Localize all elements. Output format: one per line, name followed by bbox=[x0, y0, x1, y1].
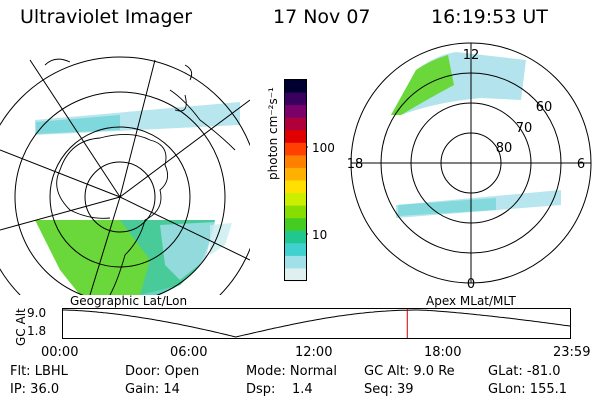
mlat-label-70: 70 bbox=[516, 121, 533, 136]
colorbar-segment bbox=[285, 218, 306, 232]
info-glat: GLat: -81.0 bbox=[488, 364, 561, 379]
info-filter: Flt: LBHL bbox=[10, 364, 68, 379]
aurora-image-right bbox=[391, 52, 561, 218]
colorbar-segment bbox=[285, 130, 306, 144]
colorbar-segment bbox=[285, 193, 306, 207]
instrument-title: Ultraviolet Imager bbox=[20, 6, 193, 28]
timeline-axis-label: GC Alt bbox=[14, 308, 28, 346]
info-mode: Mode: Normal bbox=[246, 364, 337, 379]
geographic-caption: Geographic Lat/Lon bbox=[70, 294, 188, 308]
colorbar-segment bbox=[285, 255, 306, 269]
colorbar-tick-100: 100 bbox=[312, 141, 335, 155]
colorbar-segment bbox=[285, 105, 306, 119]
mlat-label-80: 80 bbox=[496, 141, 513, 156]
mlt-label-18: 18 bbox=[347, 157, 364, 172]
colorbar-segment bbox=[285, 167, 306, 181]
colorbar-segment bbox=[285, 117, 306, 131]
colorbar-segment bbox=[285, 243, 306, 257]
colorbar-segment bbox=[285, 92, 306, 106]
info-seq: Seq: 39 bbox=[364, 382, 414, 397]
colorbar bbox=[284, 79, 308, 282]
timeline-xtick-1200: 12:00 bbox=[295, 345, 333, 360]
colorbar-segment bbox=[285, 180, 306, 194]
altitude-timeline bbox=[62, 308, 572, 339]
magnetic-polar-map: 12 18 6 0 60 70 80 bbox=[347, 42, 592, 292]
date-label: 17 Nov 07 bbox=[273, 6, 371, 28]
info-glon: GLon: 155.1 bbox=[488, 382, 568, 397]
time-label: 16:19:53 UT bbox=[431, 6, 548, 28]
colorbar-unit-label: photon cm⁻²s⁻¹ bbox=[266, 87, 280, 180]
timeline-ytick-1_8: 1.8 bbox=[27, 324, 47, 338]
timeline-xtick-0000: 00:00 bbox=[41, 345, 79, 360]
mlt-label-6: 6 bbox=[577, 157, 585, 172]
colorbar-tick-10: 10 bbox=[312, 228, 328, 242]
info-ip: IP: 36.0 bbox=[10, 382, 60, 397]
colorbar-segment bbox=[285, 80, 306, 94]
timeline-xtick-2359: 23:59 bbox=[553, 345, 591, 360]
colorbar-segment bbox=[285, 230, 306, 244]
apex-caption: Apex MLat/MLT bbox=[426, 294, 516, 308]
colorbar-segment bbox=[285, 205, 306, 219]
colorbar-segment bbox=[285, 142, 306, 156]
colorbar-segment bbox=[285, 155, 306, 169]
colorbar-segment bbox=[285, 268, 306, 282]
info-gain: Gain: 14 bbox=[125, 382, 180, 397]
info-dsp: Dsp: 1.4 bbox=[246, 382, 313, 397]
info-gc-alt: GC Alt: 9.0 Re bbox=[364, 364, 455, 379]
aurora-image-left bbox=[35, 102, 240, 295]
mlt-label-0: 0 bbox=[467, 277, 475, 292]
mlat-label-60: 60 bbox=[536, 100, 553, 115]
mlt-label-12: 12 bbox=[463, 48, 480, 63]
timeline-xtick-0600: 06:00 bbox=[170, 345, 208, 360]
geographic-map bbox=[0, 56, 250, 295]
timeline-ytick-9: 9.0 bbox=[27, 306, 47, 320]
timeline-xtick-1800: 18:00 bbox=[424, 345, 462, 360]
info-door: Door: Open bbox=[125, 364, 200, 379]
